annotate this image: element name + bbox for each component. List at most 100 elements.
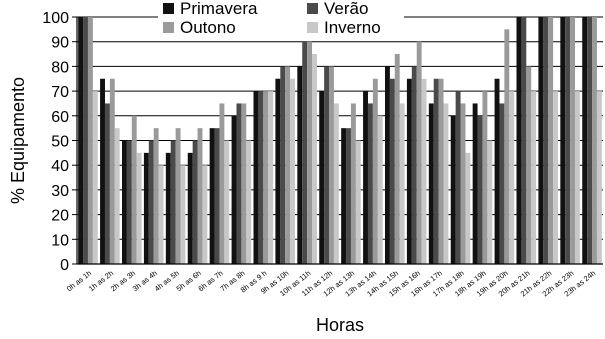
bar-outono — [438, 78, 444, 264]
bar-outono — [175, 128, 181, 264]
legend-swatch — [163, 22, 174, 33]
bar-verão — [170, 140, 176, 264]
legend-swatch — [307, 3, 318, 14]
bar-primavera — [253, 91, 259, 264]
bar-inverno — [465, 152, 471, 264]
legend-background — [158, 2, 404, 40]
bar-inverno — [92, 91, 98, 264]
y-tick-label: 30 — [51, 183, 69, 200]
bar-inverno — [114, 128, 120, 264]
bar-verão — [433, 78, 439, 264]
bar-inverno — [399, 103, 405, 264]
y-tick-label: 20 — [51, 208, 69, 225]
bar-primavera — [121, 140, 127, 264]
bar-primavera — [560, 17, 566, 264]
bar-inverno — [290, 78, 296, 264]
bar-outono — [592, 17, 597, 264]
bar-inverno — [575, 91, 580, 264]
bar-outono — [285, 66, 291, 265]
bar-primavera — [209, 128, 215, 264]
bar-inverno — [421, 78, 427, 264]
bar-primavera — [472, 103, 478, 264]
bar-verão — [411, 66, 417, 265]
bar-inverno — [553, 91, 559, 264]
bar-outono — [350, 103, 356, 264]
bar-outono — [504, 29, 510, 264]
bar-primavera — [363, 91, 368, 264]
bar-outono — [548, 17, 554, 264]
bar-primavera — [538, 17, 544, 264]
bar-verão — [346, 128, 351, 264]
bar-inverno — [531, 91, 537, 264]
bar-primavera — [494, 78, 500, 264]
bar-verão — [104, 103, 110, 264]
bar-verão — [499, 103, 505, 264]
bar-verão — [521, 17, 527, 264]
bar-outono — [219, 103, 225, 264]
bar-verão — [302, 41, 308, 265]
y-tick-label: 60 — [51, 109, 69, 126]
legend-label: Inverno — [324, 18, 381, 37]
y-tick-label: 40 — [51, 158, 69, 175]
bar-outono — [131, 115, 137, 264]
bar-outono — [109, 78, 115, 264]
bar-inverno — [268, 91, 274, 264]
bar-verão — [324, 66, 330, 265]
y-tick-label: 80 — [51, 59, 69, 76]
y-tick-label: 100 — [42, 10, 69, 27]
bar-outono — [87, 17, 93, 264]
y-axis-title: % Equipamento — [8, 77, 28, 204]
bar-outono — [307, 41, 313, 265]
bar-inverno — [509, 91, 515, 264]
legend-label: Verão — [324, 0, 368, 18]
bar-outono — [372, 78, 378, 264]
bar-verão — [258, 91, 264, 264]
bar-inverno — [246, 140, 252, 264]
bar-verão — [236, 103, 242, 264]
y-tick-label: 70 — [51, 84, 69, 101]
bar-primavera — [341, 128, 347, 264]
bar-verão — [477, 115, 483, 264]
bar-primavera — [516, 17, 522, 264]
bar-outono — [263, 91, 269, 264]
bar-inverno — [443, 103, 449, 264]
bar-primavera — [297, 66, 303, 265]
bar-inverno — [180, 165, 186, 264]
bar-primavera — [428, 103, 434, 264]
legend-swatch — [307, 22, 318, 33]
bar-inverno — [312, 54, 317, 264]
bar-primavera — [231, 115, 237, 264]
bar-outono — [241, 103, 247, 264]
bar-outono — [460, 103, 466, 264]
x-axis-title: Horas — [316, 315, 364, 335]
bar-outono — [570, 17, 576, 264]
bar-inverno — [333, 103, 339, 264]
bar-outono — [482, 91, 488, 264]
bar-verão — [543, 17, 549, 264]
bar-outono — [197, 128, 203, 264]
y-tick-label: 90 — [51, 35, 69, 52]
bar-inverno — [224, 140, 230, 264]
bar-verão — [455, 91, 461, 264]
legend-label: Primavera — [180, 0, 258, 18]
bar-outono — [153, 128, 159, 264]
bar-primavera — [450, 115, 456, 264]
bar-inverno — [136, 152, 142, 264]
bar-verão — [126, 140, 132, 264]
bar-inverno — [596, 91, 602, 264]
bar-primavera — [319, 91, 325, 264]
bar-outono — [394, 54, 400, 264]
bar-primavera — [100, 78, 105, 264]
bar-outono — [416, 41, 422, 265]
bar-verão — [367, 103, 373, 264]
bar-verão — [280, 66, 286, 265]
legend-swatch — [163, 3, 174, 14]
bar-primavera — [187, 152, 193, 264]
bar-primavera — [78, 17, 84, 264]
y-tick-label: 10 — [51, 232, 69, 249]
legend: Primavera Verão Outono Inverno — [158, 0, 404, 40]
bar-primavera — [165, 152, 171, 264]
